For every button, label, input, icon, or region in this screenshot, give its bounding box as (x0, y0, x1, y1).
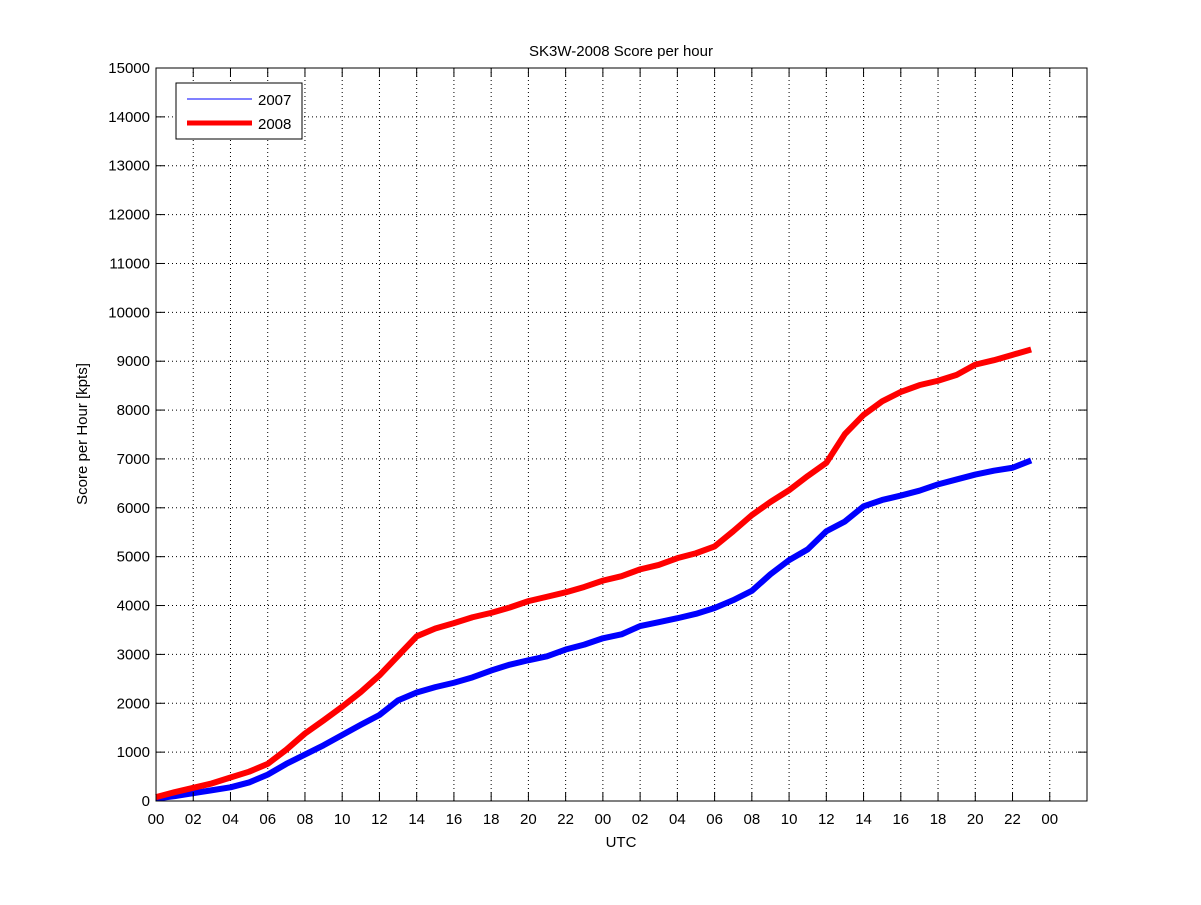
y-tick-label: 10000 (108, 304, 150, 321)
x-tick-label: 12 (371, 811, 388, 828)
y-tick-label: 14000 (108, 109, 150, 126)
y-tick-label: 6000 (117, 500, 150, 517)
x-tick-label: 16 (446, 811, 463, 828)
x-tick-label: 10 (334, 811, 351, 828)
y-tick-label: 1000 (117, 744, 150, 761)
x-tick-label: 02 (632, 811, 649, 828)
axis-ticks (155, 67, 1088, 802)
plot-border (155, 67, 1088, 802)
y-tick-label: 5000 (117, 549, 150, 566)
y-tick-label: 13000 (108, 158, 150, 175)
chart-title: SK3W-2008 Score per hour (529, 43, 713, 60)
y-tick-label: 3000 (117, 646, 150, 663)
y-tick-label: 11000 (109, 255, 150, 272)
x-tick-label: 04 (222, 811, 239, 828)
y-tick-label: 4000 (117, 598, 150, 615)
x-tick-label: 08 (297, 811, 314, 828)
x-tick-label: 18 (930, 811, 947, 828)
x-tick-label: 02 (185, 811, 202, 828)
x-tick-label: 00 (1041, 811, 1058, 828)
legend-label-2007: 2007 (258, 92, 291, 109)
legend-label-2008: 2008 (258, 116, 291, 133)
series-lines (155, 346, 1033, 802)
x-tick-label: 18 (483, 811, 500, 828)
x-tick-label: 08 (743, 811, 760, 828)
series-line-2007 (155, 457, 1033, 802)
x-tick-label: 14 (855, 811, 872, 828)
y-tick-label: 2000 (117, 695, 150, 712)
y-tick-label: 9000 (117, 353, 150, 370)
tick-labels: 00 02 04 06 08 10 12 14 16 18 20 22 00 02 04 06 08 10 12 14… (108, 60, 1058, 828)
x-tick-label: 04 (669, 811, 686, 828)
y-tick-label: 8000 (117, 402, 150, 419)
x-tick-label: 06 (259, 811, 276, 828)
y-tick-label: 12000 (108, 207, 150, 224)
y-axis-label: Score per Hour [kpts] (74, 363, 91, 505)
y-tick-label: 0 (142, 793, 150, 810)
x-tick-label: 12 (818, 811, 835, 828)
x-tick-label: 00 (148, 811, 165, 828)
plot-area (156, 68, 1087, 801)
legend: 2007 2008 (175, 82, 303, 140)
x-tick-label: 20 (967, 811, 984, 828)
y-tick-label: 7000 (117, 451, 150, 468)
x-tick-label: 20 (520, 811, 537, 828)
x-tick-label: 14 (408, 811, 425, 828)
x-tick-label: 00 (595, 811, 612, 828)
series-line-2008 (155, 346, 1032, 800)
legend-box (175, 82, 303, 140)
x-tick-label: 22 (1004, 811, 1021, 828)
x-axis-label: UTC (606, 834, 637, 851)
x-tick-label: 16 (892, 811, 909, 828)
x-tick-label: 22 (557, 811, 574, 828)
x-tick-label: 06 (706, 811, 723, 828)
x-tick-label: 10 (781, 811, 798, 828)
y-tick-label: 15000 (108, 60, 150, 77)
